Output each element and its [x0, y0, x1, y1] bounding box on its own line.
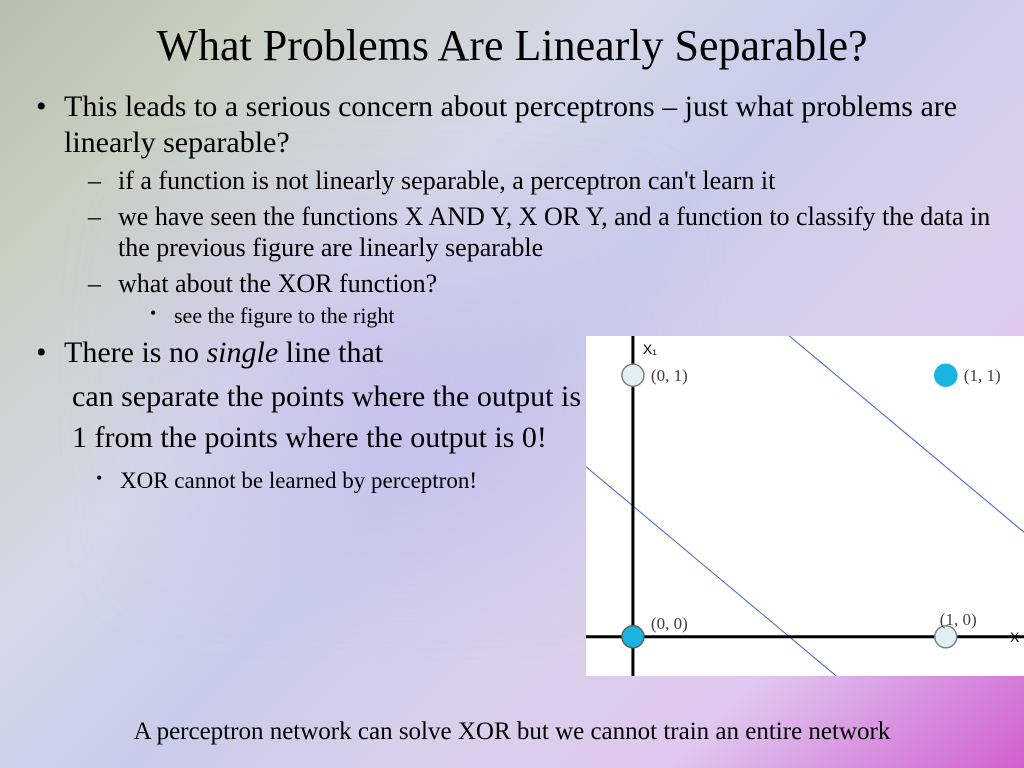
slide: What Problems Are Linearly Separable? Th…: [0, 0, 1024, 768]
svg-text:(0, 1): (0, 1): [651, 366, 688, 385]
svg-text:(1, 1): (1, 1): [964, 366, 1001, 385]
svg-text:(0, 0): (0, 0): [651, 614, 688, 633]
svg-text:X: X: [1010, 629, 1020, 645]
xor-figure: X₁ X (0, 0) (0, 1) (1, 0) (1, 1): [586, 336, 1024, 676]
xor-plot: X₁ X (0, 0) (0, 1) (1, 0) (1, 1): [586, 336, 1024, 676]
bullet-2-italic: single: [206, 336, 278, 369]
bullet-1-sub3: what about the XOR function? see the fig…: [116, 268, 636, 329]
slide-footer: A perceptron network can solve XOR but w…: [0, 718, 1024, 746]
svg-text:(1, 0): (1, 0): [940, 610, 977, 629]
bullet-2-post: line that: [278, 336, 383, 369]
bullet-1: This leads to a serious concern about pe…: [60, 89, 992, 329]
bullet-1-sub1: if a function is not linearly separable,…: [116, 165, 992, 197]
bullet-2-pre: There is no: [64, 336, 206, 369]
svg-text:X₁: X₁: [643, 341, 657, 357]
slide-title: What Problems Are Linearly Separable?: [32, 20, 992, 71]
bullet-1-text: This leads to a serious concern about pe…: [64, 90, 957, 159]
bullet-2-continuation: can separate the points where the output…: [32, 377, 592, 458]
bullet-1-sub3-sub: see the figure to the right: [174, 302, 636, 330]
bullet-1-sub3-text: what about the XOR function?: [118, 269, 437, 298]
bullet-1-sub2: we have seen the functions X AND Y, X OR…: [116, 201, 992, 264]
